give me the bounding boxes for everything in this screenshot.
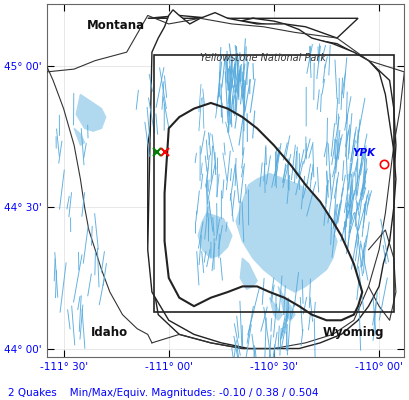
Text: Yellowstone National Park: Yellowstone National Park [200, 54, 326, 64]
Polygon shape [269, 298, 282, 320]
Text: 2 Quakes    Min/Max/Equiv. Magnitudes: -0.10 / 0.38 / 0.504: 2 Quakes Min/Max/Equiv. Magnitudes: -0.1… [8, 388, 318, 398]
Polygon shape [147, 10, 395, 348]
Polygon shape [74, 128, 84, 145]
Polygon shape [236, 174, 336, 292]
Text: YPK: YPK [352, 148, 375, 158]
Polygon shape [76, 94, 106, 131]
Text: Idaho: Idaho [91, 326, 128, 339]
Text: Wyoming: Wyoming [322, 326, 384, 339]
Polygon shape [198, 213, 231, 258]
Polygon shape [277, 286, 294, 320]
Polygon shape [147, 16, 395, 348]
Bar [154, 55, 393, 312]
Polygon shape [240, 258, 256, 289]
Text: Montana: Montana [87, 19, 145, 32]
